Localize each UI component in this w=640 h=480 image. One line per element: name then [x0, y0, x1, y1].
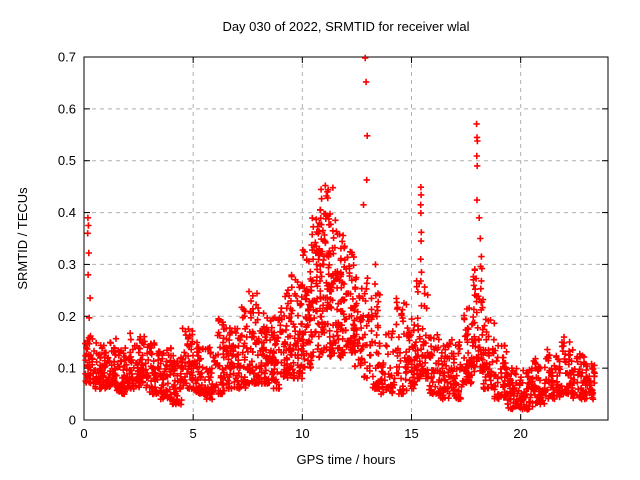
y-tick-label: 0.7 [58, 50, 76, 65]
y-tick-label: 0.1 [58, 361, 76, 376]
x-axis-label: GPS time / hours [297, 452, 396, 467]
data-points-srmtid [82, 54, 598, 413]
x-tick-label: 10 [295, 426, 309, 441]
grid-lines [84, 57, 608, 420]
y-axis-label: SRMTID / TECUs [15, 187, 30, 290]
x-tick-label: 0 [80, 426, 87, 441]
y-tick-labels: 0 0.1 0.2 0.3 0.4 0.5 0.6 0.7 [58, 50, 76, 428]
y-tick-label: 0.5 [58, 153, 76, 168]
x-tick-labels: 0 5 10 15 20 [80, 426, 528, 441]
y-tick-label: 0.4 [58, 205, 76, 220]
plot-border [83, 56, 609, 421]
y-tick-label: 0.2 [58, 309, 76, 324]
y-tick-label: 0.3 [58, 257, 76, 272]
x-tick-label: 5 [190, 426, 197, 441]
x-tick-label: 15 [404, 426, 418, 441]
axis-ticks [83, 56, 608, 421]
y-tick-label: 0.6 [58, 101, 76, 116]
x-tick-label: 20 [513, 426, 527, 441]
y-tick-label: 0 [69, 413, 76, 428]
chart-title: Day 030 of 2022, SRMTID for receiver wla… [222, 19, 469, 34]
scatter-plus-markers [82, 54, 598, 413]
